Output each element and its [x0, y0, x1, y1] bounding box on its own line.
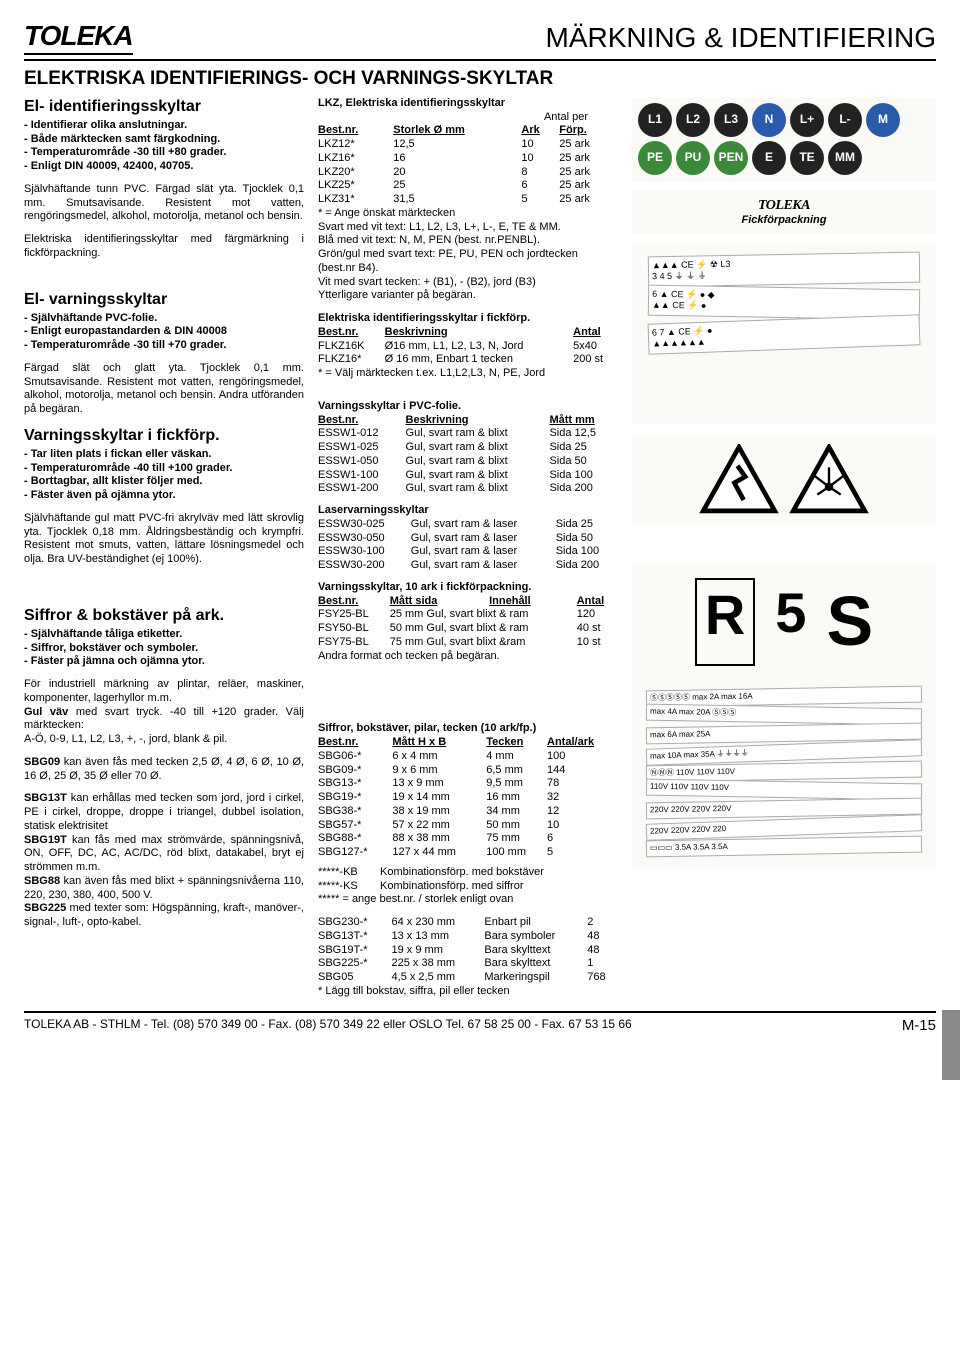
b9: - Temperaturområde -40 till +100 grader. [24, 462, 304, 476]
table-flkz: Best.nr.BeskrivningAntal FLKZ16KØ16 mm, … [318, 326, 618, 367]
footer-text: TOLEKA AB - STHLM - Tel. (08) 570 349 00… [24, 1017, 632, 1036]
triangle-signs-img [632, 434, 936, 524]
b3: - Temperaturområde -30 till +80 grader. [24, 146, 304, 160]
b5: - Självhäftande PVC-folie. [24, 312, 304, 326]
main-heading: ELEKTRISKA IDENTIFIERINGS- OCH VARNINGS-… [24, 67, 936, 91]
t1-sub: Antal per [318, 111, 618, 125]
p5: För industriell märkning av plintar, rel… [24, 678, 304, 747]
b4: - Enligt DIN 40009, 42400, 40705. [24, 160, 304, 174]
glyph-row-img: R 5 S [632, 564, 936, 680]
t7-n: * Lägg till bokstav, siffra, pil eller t… [318, 985, 618, 999]
table-sbg: Best.nr.Mått H x BTeckenAntal/ark SBG06-… [318, 736, 618, 860]
t5-title: Varningsskyltar, 10 ark i fickförpacknin… [318, 581, 618, 595]
b2: - Både märktecken samt färgkodning. [24, 133, 304, 147]
p3: Färgad slät och glatt yta. Tjocklek 0,1 … [24, 362, 304, 417]
t6-title: Siffror, bokstäver, pilar, tecken (10 ar… [318, 722, 618, 736]
t2-title: Elektriska identifieringsskyltar i fickf… [318, 312, 618, 326]
t1-title: LKZ, Elektriska identifieringsskyltar [318, 97, 618, 111]
table-kombi: *****-KBKombinationsförp. med bokstäver … [318, 866, 618, 894]
b10: - Borttagbar, allt klister följer med. [24, 475, 304, 489]
table-essw30: ESSW30-025Gul, svart ram & laserSida 25 … [318, 518, 618, 573]
t3-title: Varningsskyltar i PVC-folie. [318, 400, 618, 414]
table-lkz: Best.nr.Storlek Ø mmArkFörp. LKZ12*12,51… [318, 124, 618, 207]
page-title: MÄRKNING & IDENTIFIERING [546, 20, 936, 55]
table-sbg2: SBG230-*64 x 230 mmEnbart pil2 SBG13T-*1… [318, 916, 618, 985]
b14: - Fäster på jämna och ojämna ytor. [24, 655, 304, 669]
p9: SBG88 kan även fås med blixt + spännings… [24, 875, 304, 903]
p6: SBG09 kan även fås med tecken 2,5 Ø, 4 Ø… [24, 756, 304, 784]
circle-labels-img: L1 L2 L3 N L+ L- M PE PU PEN E TE MM [632, 97, 936, 181]
b7: - Temperaturområde -30 till +70 grader. [24, 339, 304, 353]
h-siffror: Siffror & bokstäver på ark. [24, 606, 304, 626]
b1: - Identifierar olika anslutningar. [24, 119, 304, 133]
h-fick: Varningsskyltar i fickförp. [24, 426, 304, 446]
t1-n6: Ytterligare varianter på begäran. [318, 289, 618, 303]
t1-n1: * = Ange önskat märktecken [318, 207, 618, 221]
page-number: M-15 [902, 1017, 936, 1036]
b12: - Självhäftande tåliga etiketter. [24, 628, 304, 642]
p1: Självhäftande tunn PVC. Färgad slät yta.… [24, 183, 304, 224]
t1-n5: Vit med svart tecken: + (B1), - (B2), jo… [318, 276, 618, 290]
t6-n1: ***** = ange best.nr. / storlek enligt o… [318, 893, 618, 907]
t4-title: Laservarningsskyltar [318, 504, 618, 518]
t2-n: * = Välj märktecken t.ex. L1,L2,L3, N, P… [318, 367, 618, 381]
logo: TOLEKA [24, 18, 133, 55]
sheet-stack-img: ⓈⓈⓈⓈⓈ max 2A max 16A max 4A max 20A ⓈⓈⓈ … [632, 680, 936, 870]
t1-n2: Svart med vit text: L1, L2, L3, L+, L-, … [318, 221, 618, 235]
b13: - Siffror, bokstäver och symboler. [24, 642, 304, 656]
b11: - Fäster även på ojämna ytor. [24, 489, 304, 503]
t1-n3: Blå med vit text: N, M, PEN (best. nr.PE… [318, 234, 618, 248]
t5-n: Andra format och tecken på begäran. [318, 650, 618, 664]
table-essw1: Best.nr.BeskrivningMått mm ESSW1-012Gul,… [318, 414, 618, 497]
edge-tab [942, 1010, 960, 1080]
p7: SBG13T kan erhållas med tecken som jord,… [24, 792, 304, 833]
warning-sheets-img: ▲▲▲ CE ⚡ ☢ L33 4 5 ⏚ ⏚ ⏚ 6 ▲ CE ⚡ ● ◆▲▲ … [632, 244, 936, 424]
t1-n4: Grön/gul med svart text: PE, PU, PEN och… [318, 248, 618, 276]
b6: - Enligt europastandarden & DIN 40008 [24, 325, 304, 339]
b8: - Tar liten plats i fickan eller väskan. [24, 448, 304, 462]
p8: SBG19T kan fås med max strömvärde, spänn… [24, 834, 304, 875]
table-fsy: Best.nr.Mått sidaInnehållAntal FSY25-BL2… [318, 595, 618, 650]
p4: Självhäftande gul matt PVC-fri akrylväv … [24, 512, 304, 567]
p10: SBG225 med texter som: Högspänning, kraf… [24, 902, 304, 930]
h-el-varn: El- varningsskyltar [24, 290, 304, 310]
p2: Elektriska identifieringsskyltar med fär… [24, 233, 304, 261]
fick-label-img: TOLEKA Fickförpackning [632, 191, 936, 234]
h-el-id: El- identifieringsskyltar [24, 97, 304, 117]
